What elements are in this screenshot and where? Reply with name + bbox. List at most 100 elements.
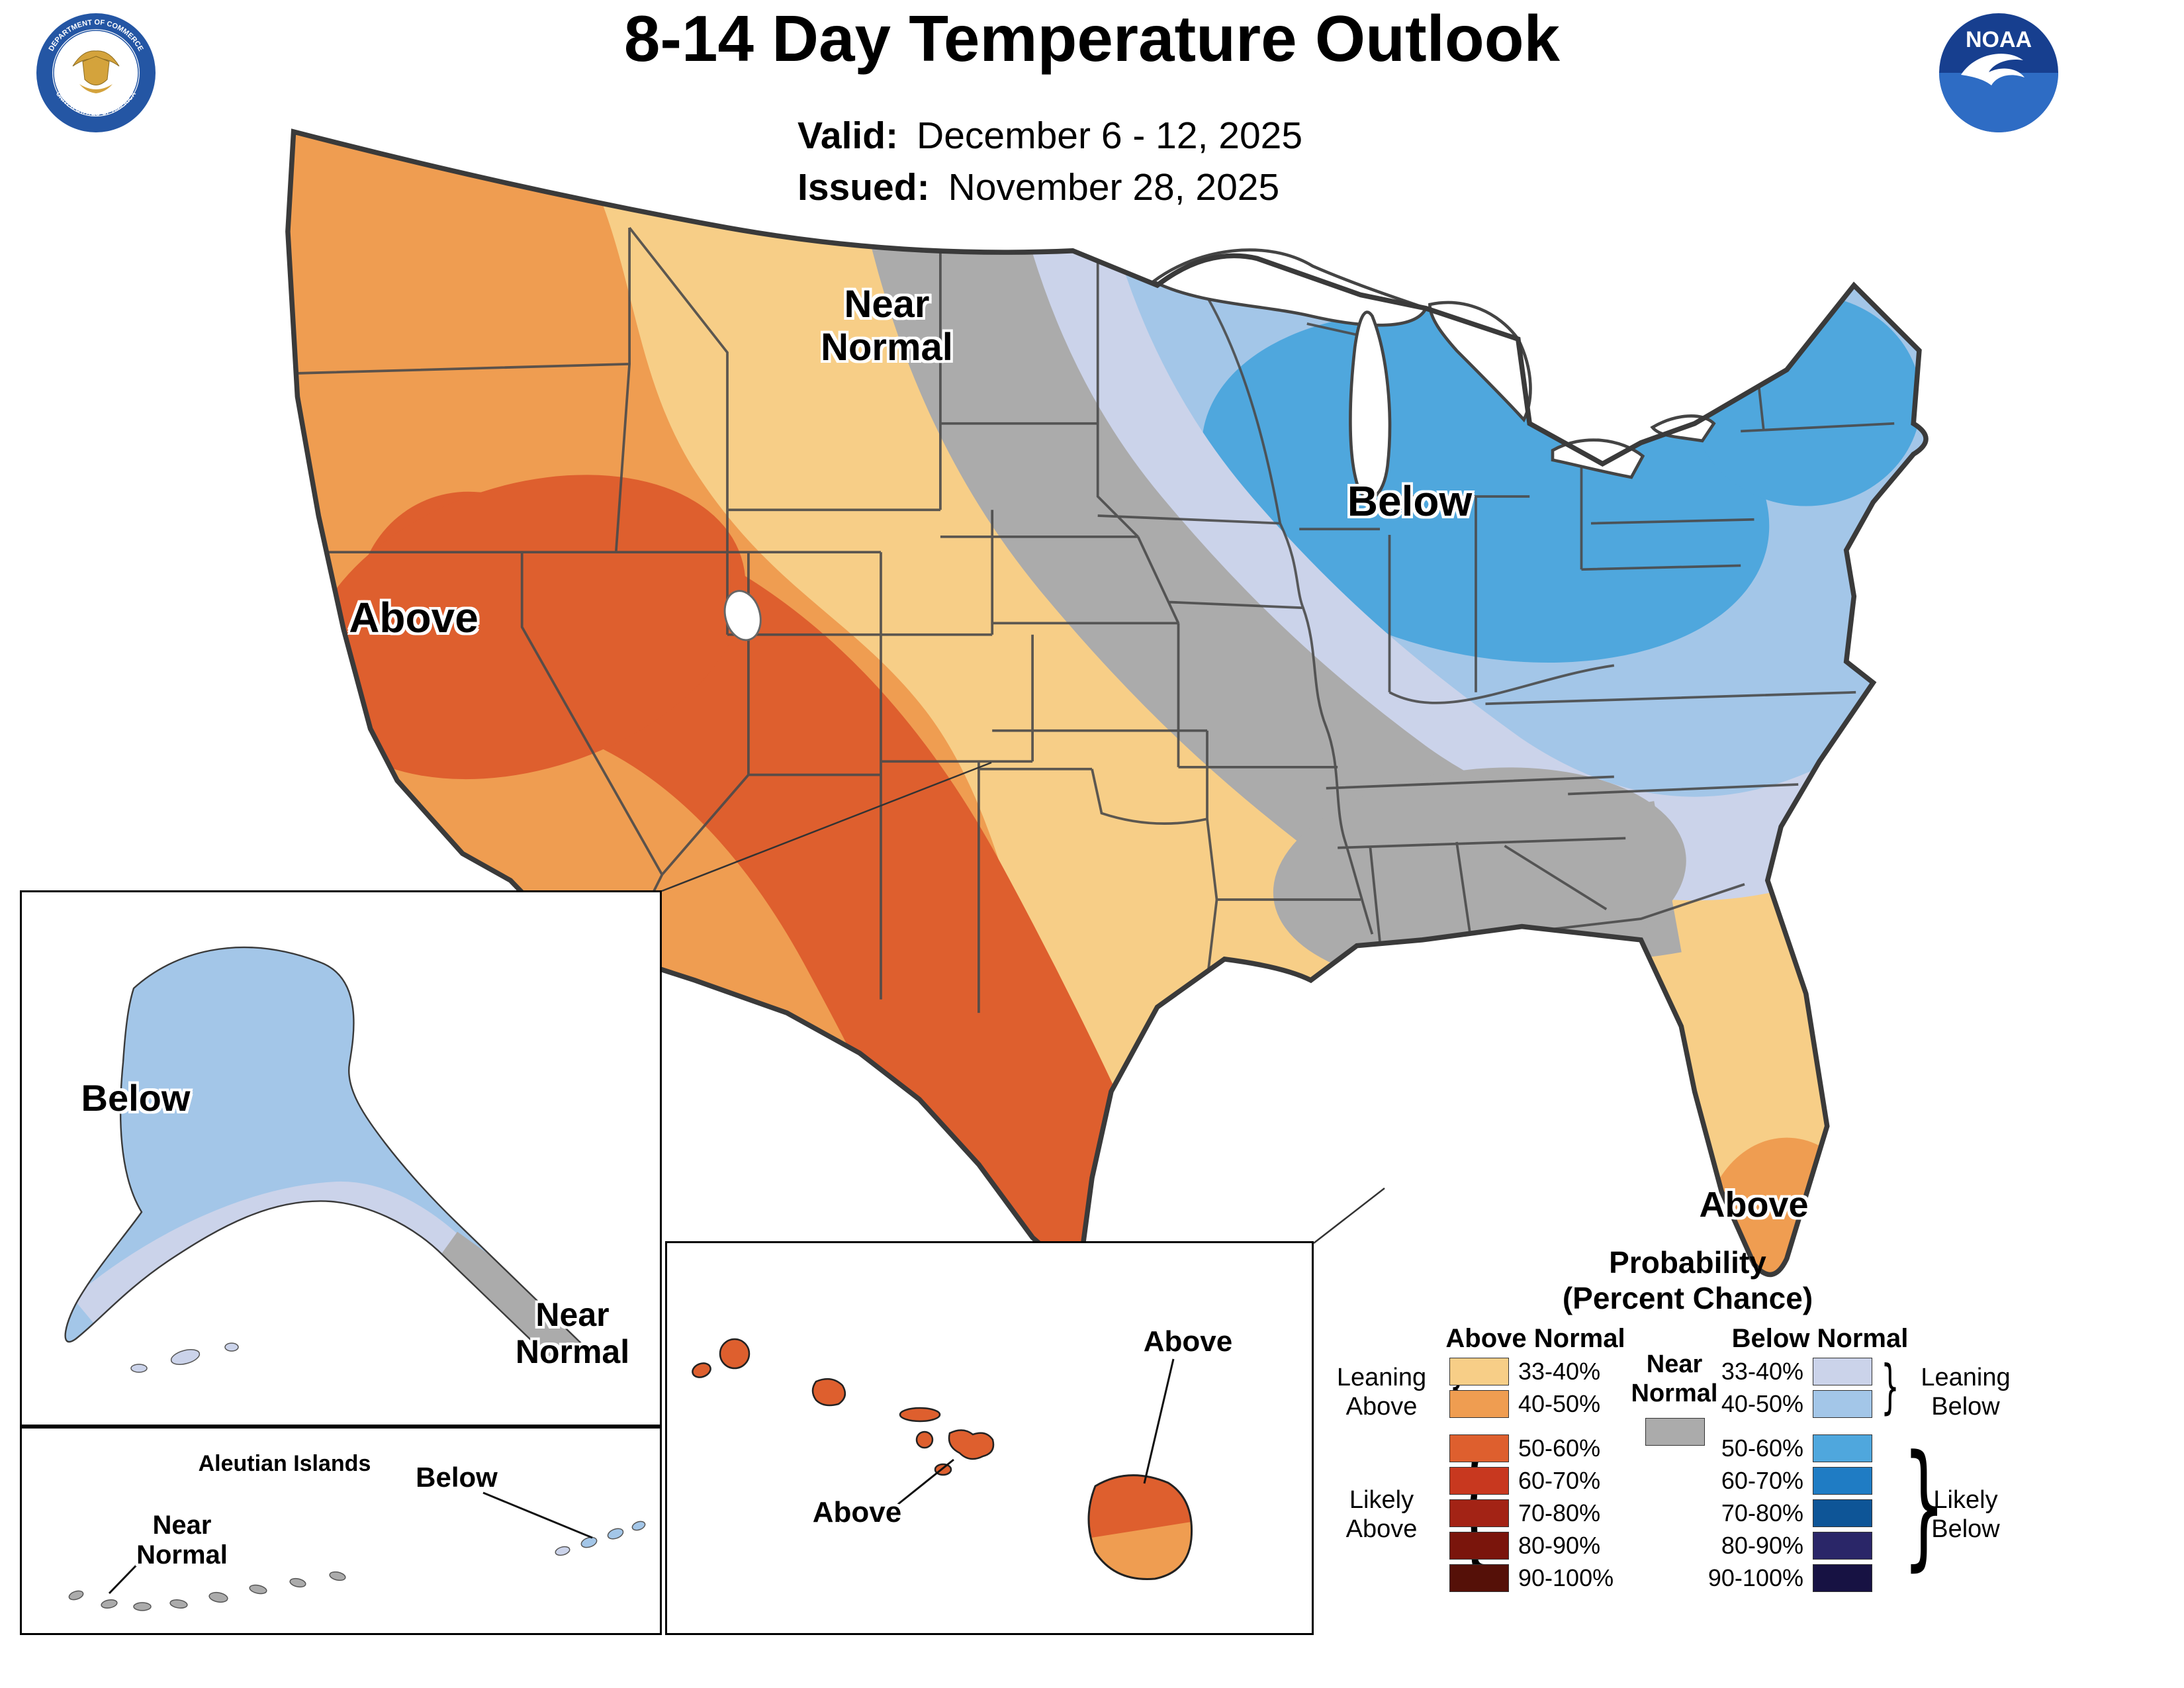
map-label-below-midwest: Below <box>1347 477 1473 525</box>
swatch-above-33-40 <box>1449 1358 1509 1385</box>
noaa-wordmark: NOAA <box>1966 27 2032 52</box>
legend-row: 50-60% <box>1449 1434 1614 1462</box>
range-label: 80-90% <box>1518 1532 1601 1559</box>
legend-leaning-above-label: Leaning Above <box>1336 1364 1427 1421</box>
issued-line: Issued: November 28, 2025 <box>797 165 1279 209</box>
alaska-label-near-normal: Near Normal <box>515 1296 630 1370</box>
aleutian-pointer-lines <box>108 1491 593 1595</box>
valid-line: Valid: December 6 - 12, 2025 <box>797 114 1302 158</box>
hawaii-pointer-lines <box>893 1358 1175 1509</box>
range-label: 80-90% <box>1721 1532 1803 1559</box>
range-label: 50-60% <box>1518 1434 1601 1462</box>
range-label: 90-100% <box>1518 1564 1614 1591</box>
swatch-below-70-80 <box>1813 1499 1872 1527</box>
alaska-inset <box>20 890 662 1427</box>
legend-row: 80-90% <box>1704 1532 1872 1560</box>
range-label: 33-40% <box>1518 1358 1601 1385</box>
aleutian-label-below: Below <box>416 1462 498 1493</box>
island-oahu <box>811 1378 846 1407</box>
island-niihau <box>692 1362 711 1378</box>
alaska-outline <box>64 946 586 1359</box>
aleutian-label-near-normal: Near Normal <box>136 1511 228 1570</box>
island-lanai <box>915 1430 934 1449</box>
legend-row: 90-100% <box>1449 1564 1614 1592</box>
aleutian-islands-chain <box>68 1521 646 1611</box>
legend-subtitle: (Percent Chance) <box>1562 1281 1813 1315</box>
swatch-above-50-60 <box>1449 1434 1509 1462</box>
swatch-below-40-50 <box>1813 1390 1872 1418</box>
lake-michigan <box>1349 310 1392 500</box>
legend-row: 90-100% <box>1704 1564 1872 1592</box>
island-maui <box>948 1429 995 1460</box>
alaska-islands <box>130 1342 239 1373</box>
hawaiian-islands <box>692 1338 995 1476</box>
swatch-below-90-100 <box>1813 1564 1872 1592</box>
range-label: 50-60% <box>1721 1434 1803 1462</box>
legend-leaning-below-label: Leaning Below <box>1921 1364 2011 1421</box>
map-label-above-west: Above <box>349 594 478 641</box>
issued-value: November 28, 2025 <box>948 166 1280 209</box>
legend-row: 40-50% <box>1704 1390 1872 1418</box>
legend-row: 70-80% <box>1449 1499 1614 1527</box>
great-lakes <box>1150 248 1716 500</box>
aleutian-inset <box>20 1427 662 1635</box>
legend-row: 33-40% <box>1449 1358 1614 1385</box>
valid-label: Valid: <box>797 115 899 157</box>
leaning-below-brace: } <box>1881 1352 1899 1421</box>
island-molokai <box>899 1407 941 1423</box>
hawaii-inset <box>665 1241 1314 1635</box>
map-label-above-florida: Above <box>1699 1185 1809 1225</box>
conus-map <box>285 128 1929 1283</box>
island-big-island-outline <box>1087 1474 1193 1580</box>
legend-row: 40-50% <box>1449 1390 1614 1418</box>
swatch-above-70-80 <box>1449 1499 1509 1527</box>
legend-above-column: 33-40% 40-50% 50-60% 60-70% 70-80% 80-90… <box>1449 1358 1614 1597</box>
legend-near-normal-label: Near Normal <box>1631 1350 1718 1407</box>
legend-above-header: Above Normal <box>1445 1324 1625 1353</box>
department-of-commerce-seal-icon: DEPARTMENT OF COMMERCE UNITED STATES OF … <box>36 13 156 132</box>
noaa-logo-icon: NOAA <box>1939 13 2058 132</box>
legend-likely-above-label: Likely Above <box>1345 1486 1418 1543</box>
legend-below-header: Below Normal <box>1731 1324 1909 1353</box>
hawaii-label-above-big-island: Above <box>1143 1325 1233 1358</box>
legend-row: 50-60% <box>1704 1434 1872 1462</box>
map-label-near-normal-plains: Near Normal <box>821 283 953 369</box>
swatch-below-50-60 <box>1813 1434 1872 1462</box>
great-salt-lake <box>723 590 762 641</box>
range-label: 33-40% <box>1721 1358 1803 1385</box>
range-label: 60-70% <box>1518 1467 1601 1494</box>
legend-row: 60-70% <box>1704 1467 1872 1495</box>
swatch-above-60-70 <box>1449 1467 1509 1495</box>
swatch-above-90-100 <box>1449 1564 1509 1592</box>
swatch-below-33-40 <box>1813 1358 1872 1385</box>
swatch-above-40-50 <box>1449 1390 1509 1418</box>
lake-huron <box>1428 301 1532 423</box>
legend-likely-below-label: Likely Below <box>1931 1486 2000 1543</box>
range-label: 90-100% <box>1707 1564 1803 1591</box>
issued-label: Issued: <box>797 166 930 209</box>
legend-below-column: 33-40% 40-50% 50-60% 60-70% 70-80% 80-90… <box>1704 1358 1872 1597</box>
range-label: 40-50% <box>1721 1390 1803 1417</box>
hawaii-label-above-maui: Above <box>812 1496 902 1528</box>
legend-row: 70-80% <box>1704 1499 1872 1527</box>
page-title: 8-14 Day Temperature Outlook <box>623 2 1561 75</box>
valid-value: December 6 - 12, 2025 <box>917 115 1303 157</box>
swatch-near-normal <box>1645 1418 1705 1446</box>
swatch-below-60-70 <box>1813 1467 1872 1495</box>
legend: Probability (Percent Chance) Above Norma… <box>1324 1244 2052 1681</box>
swatch-above-80-90 <box>1449 1532 1509 1560</box>
legend-row: 33-40% <box>1704 1358 1872 1385</box>
likely-below-brace: } <box>1902 1427 1946 1584</box>
range-label: 60-70% <box>1721 1467 1803 1494</box>
conus-outline <box>285 128 1929 1283</box>
swatch-below-80-90 <box>1813 1532 1872 1560</box>
region-below-50-60-northeast <box>1690 295 1921 506</box>
island-kauai <box>719 1338 751 1370</box>
legend-title: Probability <box>1609 1245 1766 1280</box>
range-label: 70-80% <box>1721 1499 1803 1526</box>
alaska-near-normal-panhandle <box>429 1231 584 1358</box>
range-label: 40-50% <box>1518 1390 1601 1417</box>
legend-row: 60-70% <box>1449 1467 1614 1495</box>
legend-row: 80-90% <box>1449 1532 1614 1560</box>
